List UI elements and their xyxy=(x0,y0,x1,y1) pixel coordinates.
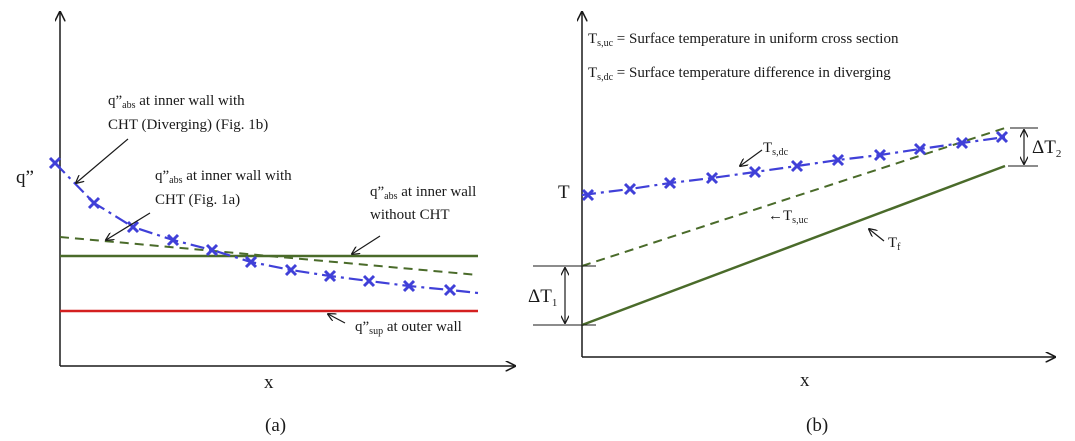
ts-dc-marker xyxy=(913,142,927,156)
ann-without-line1: q”abs at inner wall xyxy=(370,184,476,202)
diverging-marker xyxy=(284,263,298,277)
tf-line xyxy=(581,164,1006,327)
delta-t2: ΔT2 xyxy=(1008,127,1061,167)
ann-sup-arrow xyxy=(328,314,346,324)
ann-uniform-arrow xyxy=(106,212,151,240)
panel-a-caption: (a) xyxy=(265,415,286,436)
qabs-cht-uniform-line xyxy=(59,236,479,276)
ann-without-arrow xyxy=(352,235,381,254)
legend-dc: Ts,dc = Surface temperature difference i… xyxy=(588,65,891,83)
ts-dc-marker xyxy=(663,176,677,190)
ann-uniform-line2: CHT (Fig. 1a) xyxy=(155,192,240,208)
ann-diverging-arrow xyxy=(76,138,129,183)
diverging-marker xyxy=(244,255,258,269)
ts-dc-line xyxy=(581,135,1006,197)
lbl-ts-dc: Ts,dc xyxy=(763,140,789,158)
qabs-cht-diverging-line xyxy=(54,162,479,295)
lbl-f-arrow xyxy=(869,229,885,242)
ann-sup: q”sup at outer wall xyxy=(355,319,462,337)
ts-dc-marker xyxy=(831,153,845,167)
panel-b: T x (b) Ts,uc = Surface temperature in u… xyxy=(528,12,1061,436)
diverging-marker xyxy=(402,279,416,293)
ann-uniform-line1: q”abs at inner wall with xyxy=(155,168,292,186)
legend-uc: Ts,uc = Surface temperature in uniform c… xyxy=(588,31,899,49)
diverging-marker xyxy=(87,196,101,210)
ann-without-line2: without CHT xyxy=(370,207,450,223)
diverging-marker xyxy=(362,274,376,288)
lbl-dc-arrow xyxy=(740,149,763,166)
panel-a-y-axis-label: q” xyxy=(16,167,34,188)
ts-dc-marker xyxy=(790,159,804,173)
ts-dc-markers xyxy=(581,130,1009,202)
panel-b-x-axis-label: x xyxy=(800,370,810,391)
ts-dc-marker xyxy=(748,165,762,179)
ts-dc-marker xyxy=(995,130,1009,144)
diverging-marker xyxy=(166,233,180,247)
ann-diverging-line1: q”abs at inner wall with xyxy=(108,93,245,111)
svg-text:ΔT1: ΔT1 xyxy=(528,286,557,309)
lbl-tf: Tf xyxy=(888,235,901,253)
diverging-markers xyxy=(48,156,457,297)
panel-a: q” x (a) q”abs at inner wall with CHT (D… xyxy=(16,12,515,436)
ts-dc-marker xyxy=(623,182,637,196)
diverging-marker xyxy=(205,243,219,257)
ts-dc-marker xyxy=(955,136,969,150)
panel-b-caption: (b) xyxy=(806,415,828,436)
panel-b-y-axis-label: T xyxy=(558,182,570,203)
lbl-ts-uc: ←Ts,uc xyxy=(768,208,809,226)
diverging-marker xyxy=(323,269,337,283)
diverging-marker xyxy=(48,156,62,170)
diverging-marker xyxy=(126,220,140,234)
ann-diverging-line2: CHT (Diverging) (Fig. 1b) xyxy=(108,117,268,133)
diverging-marker xyxy=(443,283,457,297)
delta-t1: ΔT1 xyxy=(528,265,596,326)
ts-dc-marker xyxy=(581,188,595,202)
ts-dc-marker xyxy=(873,148,887,162)
panel-a-x-axis-label: x xyxy=(264,372,274,393)
svg-text:ΔT2: ΔT2 xyxy=(1032,137,1061,160)
ts-dc-marker xyxy=(705,171,719,185)
